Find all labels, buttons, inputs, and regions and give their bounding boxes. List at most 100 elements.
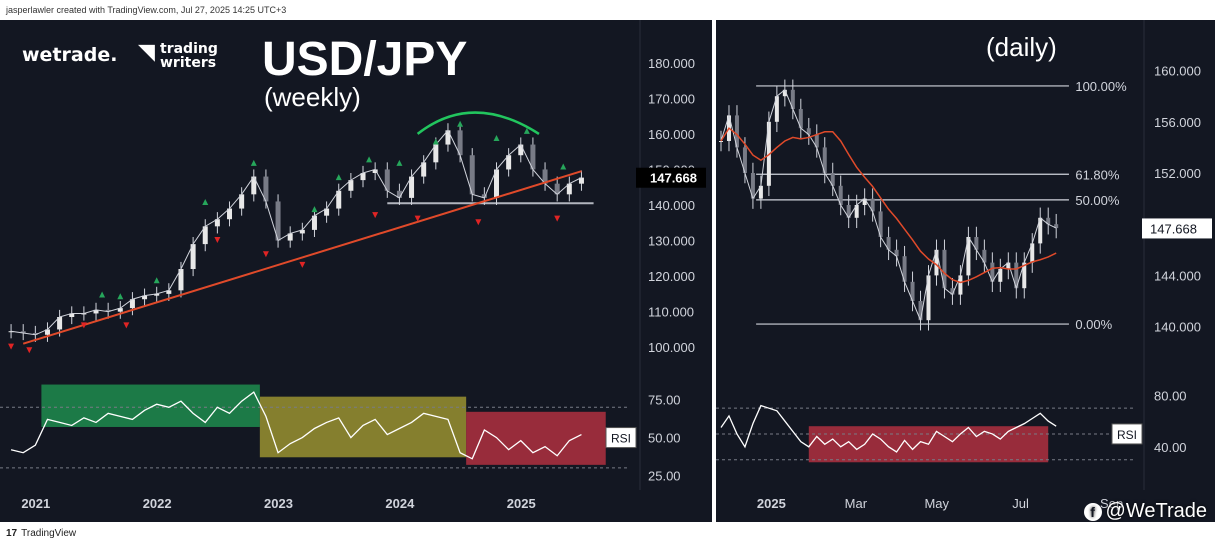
candle-body — [202, 226, 208, 245]
candle-body — [457, 130, 463, 156]
pivot-low-marker — [372, 212, 379, 219]
wetrade-watermark: f @WeTrade — [1083, 500, 1207, 523]
candle-body — [734, 115, 739, 148]
candle-body — [336, 190, 342, 209]
candle-body — [1022, 262, 1027, 289]
candle-body — [982, 249, 987, 263]
y-tick-label: 140.000 — [648, 198, 695, 213]
candle-body — [1038, 217, 1043, 244]
pivot-high-marker — [250, 159, 257, 166]
candle-body — [830, 173, 835, 186]
last-price-label: 147.668 — [650, 171, 697, 186]
rsi-tick-label: 40.00 — [1154, 440, 1187, 455]
candle-body — [926, 275, 931, 321]
rsi-tag-label: RSI — [1117, 428, 1137, 442]
candle-body — [287, 233, 293, 241]
x-tick-label: 2025 — [757, 496, 786, 511]
pivot-low-marker — [80, 322, 87, 329]
candle-body — [93, 309, 99, 314]
y-tick-label: 110.000 — [648, 305, 694, 320]
pivot-high-marker — [493, 135, 500, 141]
candle-body — [870, 198, 875, 212]
candle-body — [934, 249, 939, 276]
last-price-label: 147.668 — [1150, 221, 1197, 236]
candle-body — [974, 237, 979, 250]
candle-body — [105, 309, 111, 312]
pivot-high-marker — [99, 291, 106, 298]
daily-chart-panel: 160.000156.000152.000148.000144.000140.0… — [716, 20, 1215, 522]
watermark-handle: @WeTrade — [1105, 500, 1207, 522]
fib-level-label: 100.00% — [1075, 79, 1127, 94]
pivot-low-marker — [262, 251, 269, 258]
y-tick-label: 180.000 — [648, 56, 695, 71]
pivot-high-marker — [523, 127, 530, 134]
candle-body — [998, 269, 1003, 282]
weekly-chart-svg: 180.000170.000160.000150.000140.000130.0… — [0, 20, 706, 511]
pivot-high-marker — [560, 163, 567, 170]
y-tick-label: 170.000 — [648, 91, 695, 106]
candle-body — [798, 109, 803, 129]
x-tick-label: Jul — [1012, 496, 1029, 511]
candle-body — [117, 308, 123, 312]
price-line — [720, 88, 1057, 322]
candle-body — [57, 317, 63, 330]
x-tick-label: 2024 — [385, 496, 415, 511]
candle-body — [360, 173, 366, 181]
price-line — [10, 129, 582, 336]
trendline — [22, 170, 582, 345]
pivot-low-marker — [8, 343, 15, 350]
candle-body — [542, 169, 548, 184]
candle-body — [742, 147, 747, 173]
pivot-low-marker — [475, 219, 482, 226]
candle-body — [774, 96, 779, 122]
candle-body — [782, 89, 787, 97]
rsi-tick-label: 80.00 — [1154, 388, 1187, 403]
pivot-high-marker — [202, 199, 209, 205]
wetrade-logo: wetrade. — [22, 44, 118, 66]
y-tick-label: 140.000 — [1154, 320, 1201, 335]
candle-body — [299, 229, 305, 234]
candle-body — [518, 144, 524, 156]
candle-body — [227, 208, 233, 220]
fib-level-label: 0.00% — [1075, 317, 1112, 332]
last-price-tag — [636, 167, 706, 188]
candle-body — [846, 205, 851, 218]
facebook-icon: f — [1083, 502, 1102, 521]
rsi-zone-green — [41, 384, 260, 427]
moving-average-line — [720, 127, 1057, 284]
rsi-zone-red — [466, 411, 606, 465]
rsi-tick-label: 75.00 — [648, 393, 681, 408]
candle-body — [822, 147, 827, 173]
pivot-high-marker — [457, 120, 464, 127]
candle-body — [409, 176, 415, 198]
pivot-low-marker — [554, 215, 561, 222]
pivot-high-marker — [366, 156, 373, 163]
candle-body — [1006, 262, 1011, 269]
candle-body — [142, 295, 148, 300]
y-tick-label: 152.000 — [1154, 166, 1201, 181]
candle-body — [348, 180, 354, 191]
candle-body — [942, 249, 947, 289]
header-credit: jasperlawler created with TradingView.co… — [0, 0, 1215, 20]
footer-bar — [0, 522, 1215, 546]
pivot-high-marker — [311, 206, 318, 213]
pivot-low-marker — [26, 347, 33, 354]
candle-body — [1046, 217, 1051, 225]
candle-body — [469, 155, 475, 195]
candle-body — [178, 269, 184, 291]
candle-body — [854, 205, 859, 218]
candle-body — [554, 183, 560, 195]
candle-body — [902, 256, 907, 282]
x-tick-label: 2025 — [507, 496, 536, 511]
x-tick-label: 2021 — [21, 496, 50, 511]
rsi-zone-yellow — [259, 396, 467, 458]
candle-body — [263, 176, 269, 202]
pivot-high-marker — [335, 174, 342, 181]
candle-body — [372, 169, 378, 173]
y-tick-label: 156.000 — [1154, 115, 1201, 130]
tradingview-logo: 17 TradingView — [6, 528, 77, 539]
candle-body — [239, 194, 245, 209]
candle-body — [990, 262, 995, 282]
pivot-low-marker — [414, 215, 421, 222]
candle-body — [311, 215, 317, 230]
